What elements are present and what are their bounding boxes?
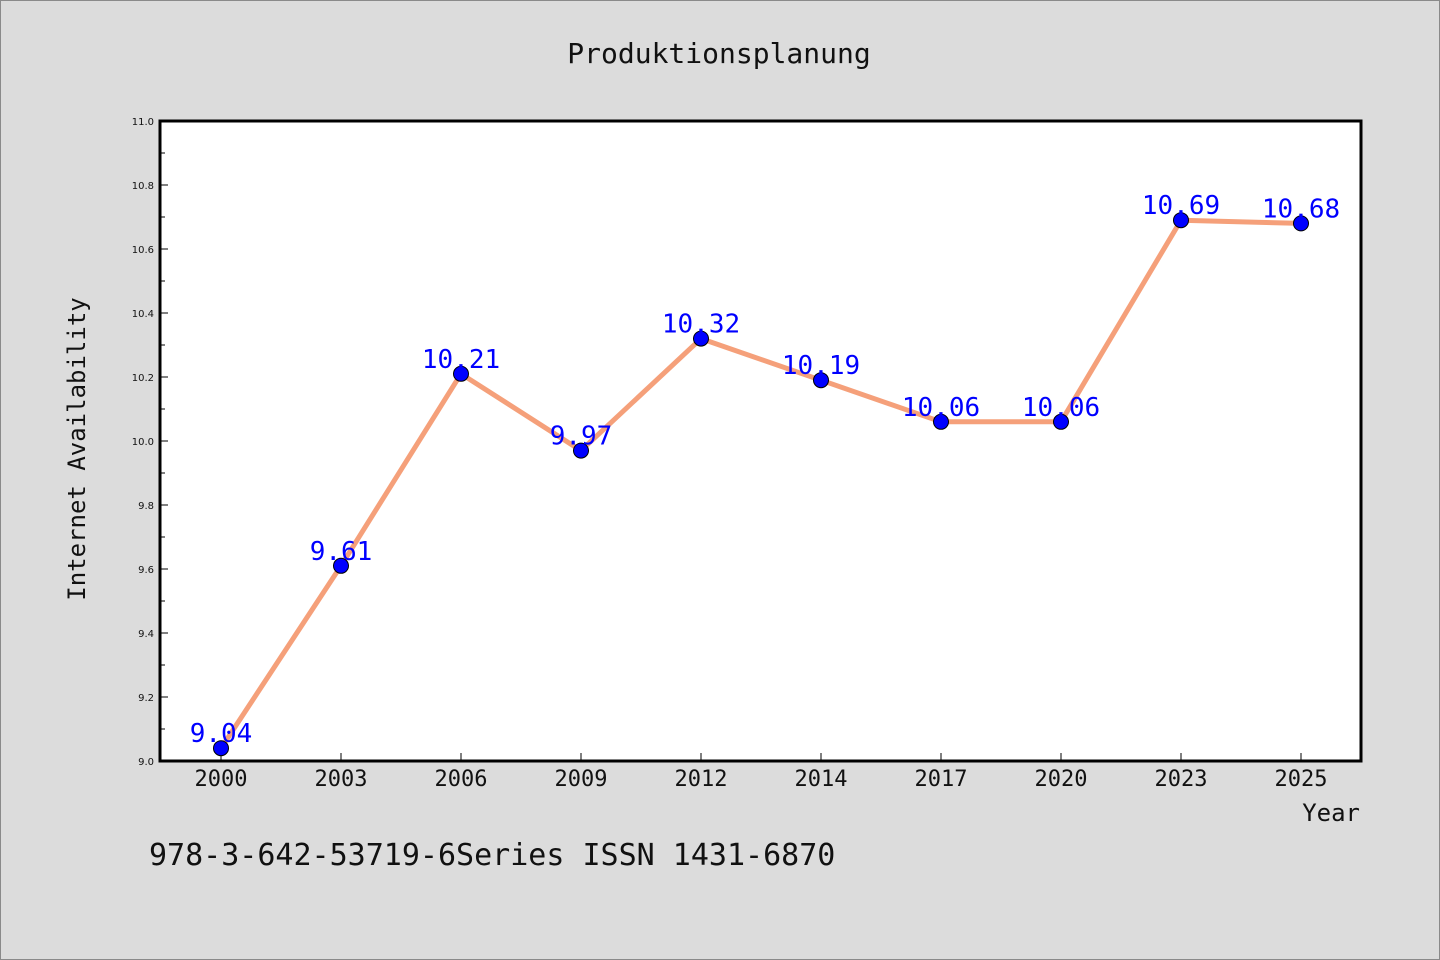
- data-point: [453, 365, 469, 382]
- data-label: 10.06: [1022, 393, 1100, 423]
- data-label: 10.06: [902, 393, 980, 423]
- data-label: 10.32: [662, 310, 740, 340]
- x-axis-label: Year: [1302, 799, 1360, 827]
- data-point: [1293, 215, 1309, 232]
- data-point: [1173, 212, 1189, 229]
- data-label: 9.97: [550, 422, 613, 452]
- y-axis-label: Internet Availability: [63, 297, 91, 600]
- y-tick-label: 9.8: [138, 501, 154, 512]
- x-tick-label: 2020: [1035, 767, 1088, 792]
- x-axis: 2000 2003 2006 2009 2012 2014 2017 2020 2023 2025: [195, 753, 1328, 792]
- series-line: [218, 217, 1304, 751]
- data-label: 10.69: [1142, 191, 1220, 221]
- footer-note: 978-3-642-53719-6Series ISSN 1431-6870: [149, 838, 835, 873]
- x-tick-label: 2003: [315, 767, 368, 792]
- y-tick-label: 9.6: [138, 565, 154, 576]
- x-tick-label: 2000: [195, 767, 248, 792]
- data-point: [933, 413, 949, 430]
- data-point: [333, 557, 349, 574]
- y-tick-label: 9.4: [138, 629, 154, 640]
- chart-title: Produktionsplanung: [567, 37, 870, 70]
- data-label: 10.21: [422, 345, 500, 375]
- y-tick-label: 9.2: [138, 693, 154, 704]
- y-tick-label: 10.8: [132, 181, 154, 192]
- x-tick-label: 2006: [435, 767, 488, 792]
- series-layer: 9.04 9.61 10.21 9.97 10.32 10.19 10.06 10.06 10.…: [190, 191, 1340, 757]
- y-tick-label: 10.0: [132, 437, 154, 448]
- y-tick-label: 11.0: [132, 117, 154, 128]
- y-tick-label: 9.0: [138, 757, 154, 768]
- data-point: [693, 330, 709, 347]
- y-tick-label: 10.4: [132, 309, 154, 320]
- data-point: [213, 740, 229, 757]
- data-point: [813, 372, 829, 389]
- x-tick-label: 2009: [555, 767, 608, 792]
- y-tick-label: 10.6: [132, 245, 154, 256]
- x-tick-label: 2017: [915, 767, 968, 792]
- x-tick-label: 2012: [675, 767, 728, 792]
- x-tick-label: 2023: [1155, 767, 1208, 792]
- y-tick-label: 10.2: [132, 373, 154, 384]
- y-axis: 9.0 9.2 9.4 9.6 9.8 10.0 10.2 10.4 10.6 10.8 11.0: [132, 117, 168, 768]
- plot-area: [158, 119, 1363, 763]
- data-label: 10.19: [782, 351, 860, 381]
- data-point: [573, 442, 589, 459]
- data-label: 9.61: [310, 537, 373, 567]
- data-label: 10.68: [1262, 194, 1340, 224]
- data-point: [1053, 413, 1069, 430]
- data-label: 9.04: [190, 719, 253, 749]
- x-tick-label: 2014: [795, 767, 848, 792]
- x-tick-label: 2025: [1275, 767, 1328, 792]
